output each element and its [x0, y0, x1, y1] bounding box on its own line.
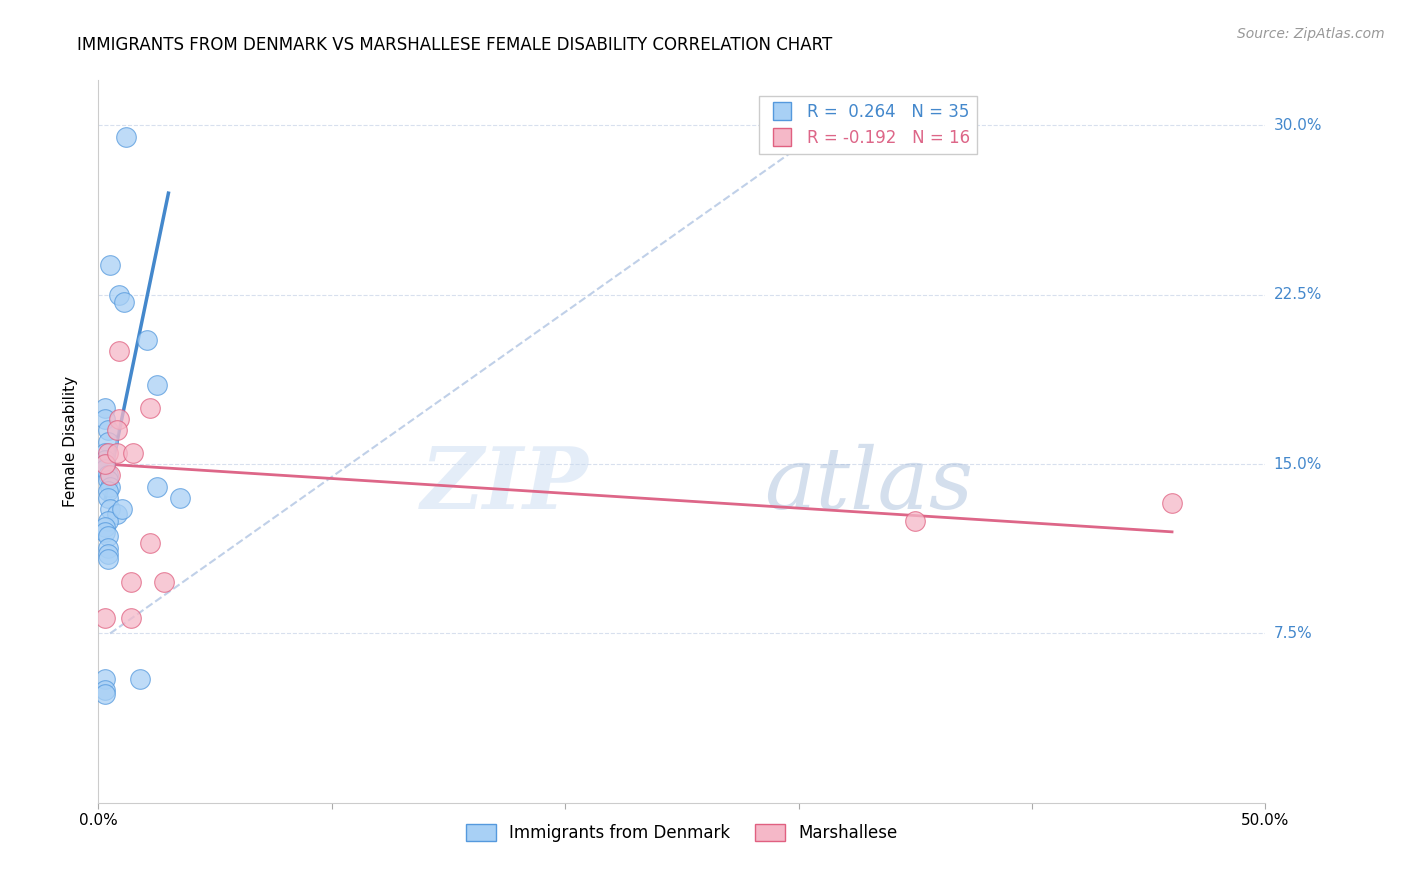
Point — [97, 484, 120, 499]
Point — [97, 552, 120, 566]
Point — [105, 423, 128, 437]
Point — [98, 480, 121, 494]
Point — [97, 529, 120, 543]
Point — [97, 514, 120, 528]
Point — [94, 524, 117, 539]
Point — [105, 507, 128, 521]
Point — [97, 434, 120, 449]
Point — [94, 457, 117, 471]
Point — [108, 412, 131, 426]
Point — [94, 457, 117, 471]
Point — [108, 344, 131, 359]
Point — [97, 473, 120, 487]
Point — [94, 610, 117, 624]
Text: 15.0%: 15.0% — [1274, 457, 1322, 472]
Point — [94, 412, 117, 426]
Text: IMMIGRANTS FROM DENMARK VS MARSHALLESE FEMALE DISABILITY CORRELATION CHART: IMMIGRANTS FROM DENMARK VS MARSHALLESE F… — [77, 36, 832, 54]
Text: ZIP: ZIP — [420, 443, 589, 526]
Legend: Immigrants from Denmark, Marshallese: Immigrants from Denmark, Marshallese — [460, 817, 904, 848]
Point — [105, 446, 128, 460]
Point — [122, 446, 145, 460]
Point — [112, 294, 135, 309]
Point — [97, 548, 120, 562]
Point — [120, 610, 142, 624]
Point — [98, 502, 121, 516]
Point — [97, 541, 120, 555]
Point — [1161, 495, 1184, 509]
Point — [152, 574, 174, 589]
Text: Source: ZipAtlas.com: Source: ZipAtlas.com — [1237, 27, 1385, 41]
Point — [108, 287, 131, 301]
Point — [94, 672, 117, 686]
Y-axis label: Female Disability: Female Disability — [63, 376, 77, 508]
Point — [97, 423, 120, 437]
Point — [98, 468, 121, 483]
Point — [94, 452, 117, 467]
Point — [146, 378, 169, 392]
Point — [111, 502, 134, 516]
Point — [97, 468, 120, 483]
Text: 22.5%: 22.5% — [1274, 287, 1322, 302]
Point — [129, 672, 152, 686]
Point — [94, 687, 117, 701]
Point — [904, 514, 927, 528]
Point — [94, 682, 117, 697]
Point — [94, 446, 117, 460]
Point — [146, 480, 169, 494]
Point — [136, 333, 159, 347]
Point — [94, 461, 117, 475]
Point — [98, 259, 121, 273]
Point — [169, 491, 191, 505]
Point — [139, 536, 162, 550]
Text: 30.0%: 30.0% — [1274, 118, 1322, 133]
Point — [94, 520, 117, 534]
Text: atlas: atlas — [763, 443, 973, 526]
Point — [139, 401, 162, 415]
Text: 7.5%: 7.5% — [1274, 626, 1312, 641]
Point — [94, 401, 117, 415]
Point — [97, 491, 120, 505]
Point — [97, 446, 120, 460]
Point — [120, 574, 142, 589]
Point — [115, 129, 138, 144]
